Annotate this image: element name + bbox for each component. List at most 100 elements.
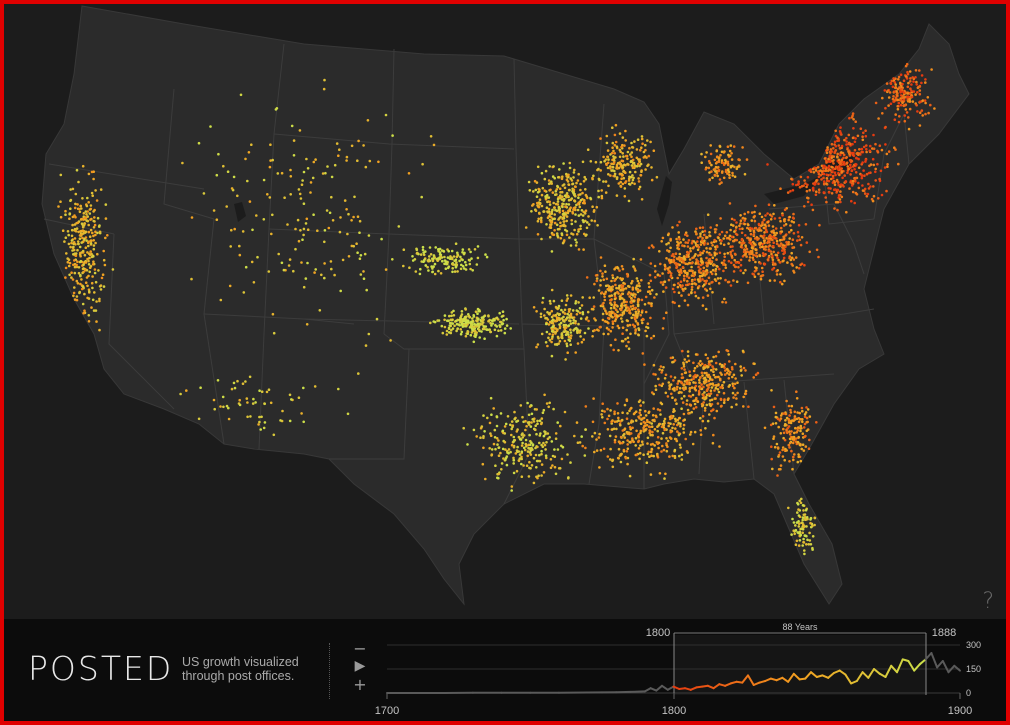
play-button[interactable]: ▶: [352, 659, 368, 673]
post-office-dot: [458, 318, 461, 322]
post-office-dot: [862, 169, 865, 172]
post-office-dot: [611, 274, 614, 277]
post-office-dot: [679, 424, 682, 428]
post-office-dot: [620, 177, 623, 180]
post-office-dot: [92, 244, 96, 247]
post-office-dot: [634, 312, 638, 316]
post-office-dot: [918, 111, 922, 114]
post-office-dot: [454, 258, 458, 261]
zoom-out-button[interactable]: −: [352, 641, 368, 657]
post-office-dot: [556, 184, 559, 188]
post-office-dot: [594, 319, 597, 322]
post-office-dot: [550, 354, 554, 358]
post-office-dot: [444, 267, 448, 271]
post-office-dot: [694, 262, 698, 265]
post-office-dot: [716, 402, 720, 405]
post-office-dot: [867, 182, 870, 186]
post-office-dot: [88, 212, 92, 215]
post-office-dot: [288, 258, 292, 261]
post-office-dot: [777, 425, 780, 429]
post-office-dot: [809, 170, 813, 174]
post-office-dot: [652, 363, 656, 367]
post-office-dot: [230, 387, 234, 391]
post-office-dot: [899, 103, 903, 107]
post-office-dot: [845, 136, 848, 140]
post-office-dot: [302, 227, 306, 231]
post-office-dot: [78, 290, 81, 294]
post-office-dot: [267, 270, 271, 273]
post-office-dot: [782, 431, 786, 435]
post-office-dot: [701, 278, 704, 281]
post-office-dot: [560, 232, 564, 235]
us-map[interactable]: [4, 4, 1006, 619]
post-office-dot: [540, 193, 544, 197]
post-office-dot: [454, 242, 458, 245]
post-office-dot: [455, 329, 458, 333]
post-office-dot: [467, 314, 471, 318]
post-office-dot: [805, 516, 809, 519]
post-office-dot: [741, 217, 745, 220]
post-office-dot: [746, 250, 749, 254]
tagline-line-1: US growth visualized: [182, 655, 299, 669]
post-office-dot: [71, 249, 74, 252]
post-office-dot: [614, 283, 617, 287]
post-office-dot: [618, 284, 621, 288]
post-office-dot: [190, 216, 194, 219]
zoom-in-button[interactable]: +: [352, 677, 368, 693]
map-panel[interactable]: ?: [4, 4, 1006, 619]
series-segment: [741, 674, 749, 684]
post-office-dot: [603, 421, 607, 425]
post-office-dot: [549, 466, 553, 470]
post-office-dot: [551, 464, 554, 467]
post-office-dot: [603, 410, 606, 413]
post-office-dot: [770, 445, 773, 449]
post-office-dot: [476, 317, 480, 321]
post-office-dot: [658, 408, 662, 412]
post-office-dot: [841, 176, 844, 180]
post-office-dot: [717, 390, 721, 394]
post-office-dot: [301, 179, 304, 182]
post-office-dot: [432, 257, 435, 260]
post-office-dot: [584, 193, 588, 197]
post-office-dot: [635, 148, 639, 151]
post-office-dot: [737, 265, 740, 269]
post-office-dot: [710, 170, 713, 173]
post-office-dot: [661, 382, 665, 386]
post-office-dot: [81, 249, 85, 253]
timeline-chart[interactable]: 88 Years 1800 1888 300 150 0 1700 1800 1…: [4, 619, 1006, 721]
post-office-dot: [686, 408, 690, 412]
post-office-dot: [238, 403, 242, 407]
post-office-dot: [612, 149, 615, 153]
post-office-dot: [681, 349, 684, 353]
post-office-dot: [797, 223, 801, 227]
selection-window[interactable]: [674, 635, 926, 695]
post-office-dot: [95, 320, 98, 323]
post-office-dot: [803, 263, 806, 267]
post-office-dot: [599, 137, 602, 140]
post-office-dot: [779, 432, 783, 435]
post-office-dot: [793, 431, 796, 435]
post-office-dot: [761, 252, 765, 255]
post-office-dot: [781, 446, 785, 449]
help-button[interactable]: ?: [982, 591, 994, 613]
post-office-dot: [889, 102, 893, 106]
post-office-dot: [502, 457, 505, 460]
post-office-dot: [732, 396, 735, 399]
post-office-dot: [538, 459, 542, 463]
post-office-dot: [510, 427, 513, 431]
post-office-dot: [221, 395, 225, 399]
post-office-dot: [644, 414, 648, 417]
post-office-dot: [475, 263, 479, 266]
post-office-dot: [790, 533, 793, 536]
post-office-dot: [510, 485, 514, 488]
post-office-dot: [647, 411, 650, 415]
post-office-dot: [230, 228, 233, 232]
post-office-dot: [743, 392, 747, 396]
post-office-dot: [854, 171, 858, 174]
post-office-dot: [664, 267, 667, 270]
post-office-dot: [696, 240, 699, 243]
post-office-dot: [712, 433, 715, 437]
post-office-dot: [466, 319, 470, 323]
post-office-dot: [788, 446, 791, 449]
post-office-dot: [687, 239, 691, 242]
